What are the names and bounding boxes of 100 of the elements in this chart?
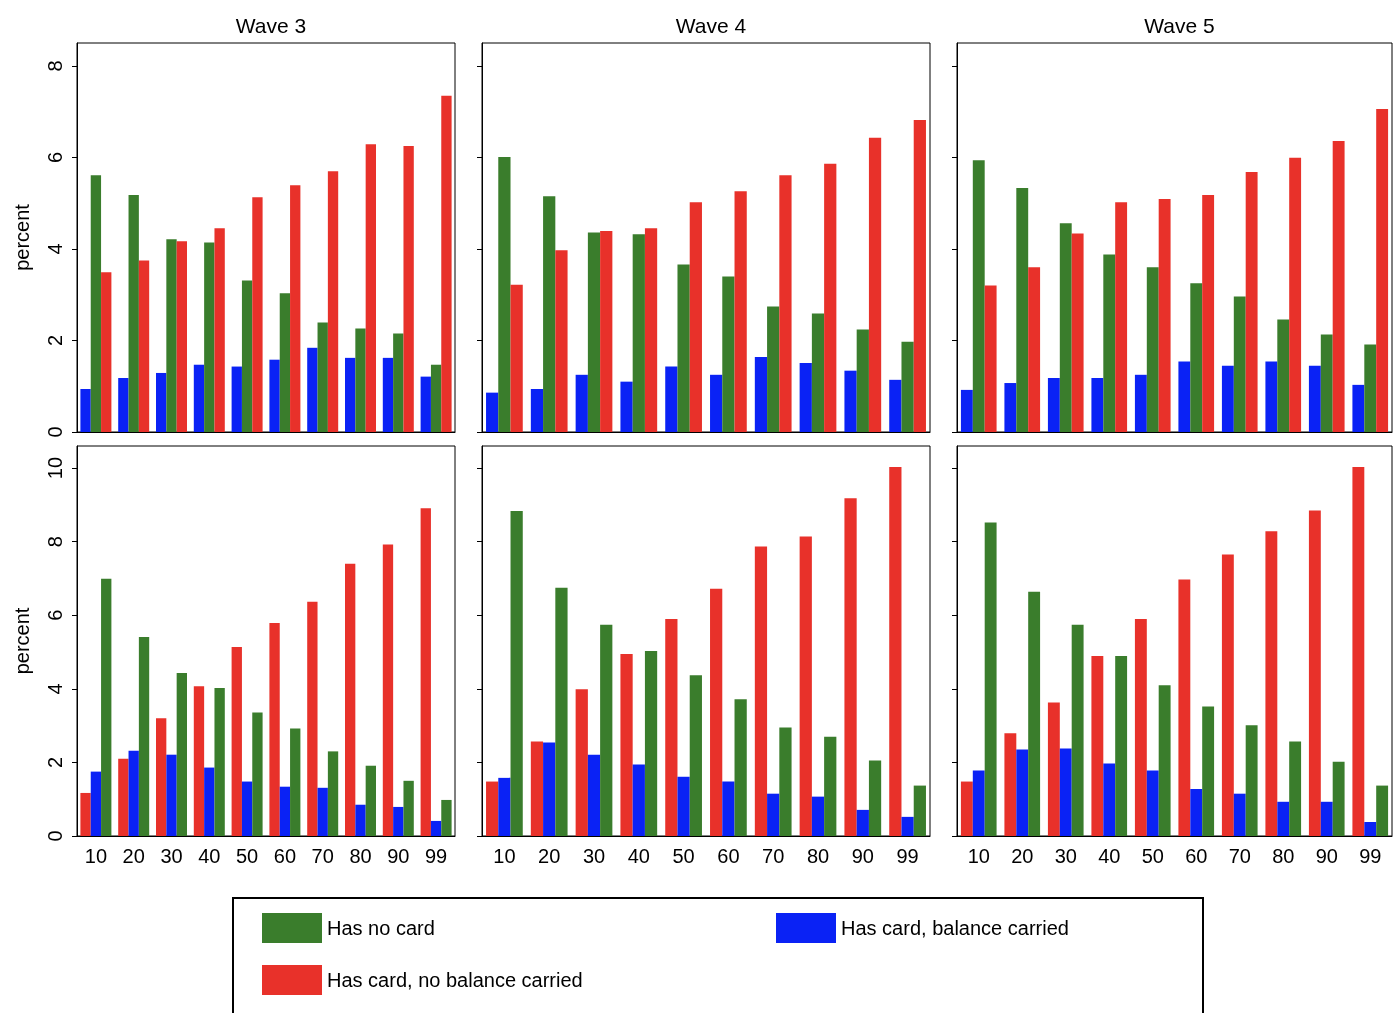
bar: [734, 699, 747, 836]
bar: [166, 239, 177, 432]
bar: [689, 202, 702, 432]
x-tick-label: 99: [896, 845, 919, 867]
bar: [393, 333, 404, 432]
bar: [575, 374, 588, 432]
bar: [1364, 344, 1377, 432]
bar: [290, 185, 301, 432]
bar: [118, 378, 129, 432]
bar: [1178, 579, 1191, 836]
bar: [241, 280, 253, 432]
x-tick-label: 10: [967, 845, 990, 867]
x-tick-label: 10: [84, 845, 108, 867]
bar: [269, 359, 280, 432]
bar: [279, 293, 291, 432]
bar: [1115, 202, 1128, 432]
bar: [1047, 702, 1060, 836]
bar: [543, 742, 556, 836]
bar: [543, 196, 556, 432]
bar: [1332, 140, 1345, 432]
y-tick-label: 10: [44, 456, 66, 480]
bar: [600, 231, 613, 432]
bar: [984, 522, 997, 836]
y-axis-title: percent: [11, 607, 33, 675]
bar: [1265, 531, 1278, 836]
bar: [1158, 199, 1171, 432]
bar: [555, 250, 568, 432]
bar: [355, 328, 366, 432]
bar: [913, 119, 926, 432]
bar: [1277, 801, 1290, 836]
bar: [901, 341, 914, 432]
bar: [193, 364, 205, 432]
x-tick-label: 50: [672, 845, 695, 867]
bar: [665, 618, 678, 836]
bar: [118, 758, 129, 836]
y-axis-title: percent: [11, 203, 33, 271]
bar: [430, 364, 442, 432]
bar: [799, 536, 812, 836]
bar: [799, 362, 812, 432]
bar: [176, 673, 187, 836]
x-tick-label: 40: [1098, 845, 1121, 867]
bar: [252, 712, 263, 836]
y-tick-label: 8: [44, 60, 66, 72]
bar: [1277, 319, 1290, 432]
y-tick-label: 4: [44, 683, 66, 695]
bar: [1178, 361, 1191, 432]
bar: [677, 264, 690, 432]
bar: [214, 688, 225, 836]
bar: [1332, 761, 1345, 836]
y-tick-label: 2: [44, 756, 66, 768]
bar: [530, 741, 544, 836]
bar: [420, 376, 431, 432]
y-tick-label: 2: [44, 334, 66, 347]
bar: [327, 751, 339, 836]
bar: [498, 156, 511, 432]
bar: [204, 767, 215, 836]
x-tick-label: 80: [1272, 845, 1295, 867]
bar: [600, 624, 613, 836]
x-tick-label: 40: [627, 845, 650, 867]
x-tick-label: 90: [851, 845, 874, 867]
bar: [620, 381, 633, 432]
bar: [1352, 384, 1365, 432]
bar: [972, 160, 985, 432]
bar: [1352, 466, 1365, 836]
bar: [811, 313, 825, 432]
x-tick-label: 40: [198, 845, 221, 867]
bar: [1289, 741, 1302, 836]
bar: [441, 95, 452, 432]
bar: [844, 370, 857, 432]
chart-title: Wave 3: [235, 14, 307, 37]
x-tick-label: 20: [122, 845, 145, 867]
bar: [269, 622, 280, 836]
bar: [382, 544, 394, 836]
bar: [665, 366, 678, 432]
bar: [1071, 624, 1084, 836]
bar: [1103, 763, 1116, 836]
bar: [710, 588, 723, 836]
bar: [128, 194, 139, 432]
bar: [1376, 785, 1389, 836]
bar: [1091, 378, 1104, 432]
bar: [1364, 822, 1377, 836]
bar: [824, 163, 837, 432]
bar: [1016, 749, 1029, 836]
x-tick-label: 30: [1054, 845, 1077, 867]
x-tick-label: 60: [717, 845, 740, 867]
bar: [856, 329, 869, 432]
bar: [498, 777, 511, 836]
bar: [1221, 365, 1234, 432]
bar: [101, 578, 112, 836]
x-tick-label: 20: [538, 845, 561, 867]
bar: [393, 806, 404, 836]
bar: [1289, 157, 1302, 432]
bar: [754, 356, 768, 432]
bar: [1158, 685, 1171, 836]
bar: [214, 228, 225, 432]
bar: [868, 137, 882, 432]
bar: [290, 728, 301, 836]
bar: [204, 242, 215, 432]
bar: [90, 771, 102, 836]
x-tick-label: 30: [582, 845, 606, 867]
